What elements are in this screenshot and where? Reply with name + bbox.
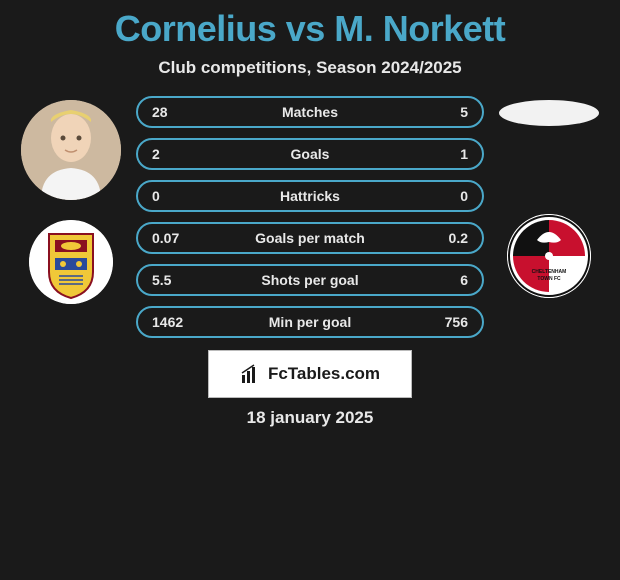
brand-label: FcTables.com [268, 364, 380, 384]
stat-value-left: 2 [152, 146, 202, 162]
stat-label: Goals per match [202, 230, 418, 246]
comparison-area: 28 Matches 5 2 Goals 1 0 Hattricks 0 0.0… [0, 96, 620, 338]
stat-row: 28 Matches 5 [136, 96, 484, 128]
left-column [16, 96, 126, 304]
page-title: Cornelius vs M. Norkett [0, 8, 620, 50]
stat-value-right: 0.2 [418, 230, 468, 246]
stat-value-right: 5 [418, 104, 468, 120]
stat-label: Matches [202, 104, 418, 120]
stat-value-left: 1462 [152, 314, 202, 330]
avatar-icon [21, 100, 121, 200]
club-crest-left [29, 220, 113, 304]
stat-row: 0.07 Goals per match 0.2 [136, 222, 484, 254]
subtitle: Club competitions, Season 2024/2025 [0, 58, 620, 78]
stat-value-right: 756 [418, 314, 468, 330]
stat-label: Shots per goal [202, 272, 418, 288]
stat-row: 5.5 Shots per goal 6 [136, 264, 484, 296]
cheltenham-crest-icon: CHELTENHAM TOWN FC [507, 214, 591, 298]
stat-row: 2 Goals 1 [136, 138, 484, 170]
player-avatar-right [499, 100, 599, 126]
stat-label: Hattricks [202, 188, 418, 204]
stat-label: Min per goal [202, 314, 418, 330]
stat-value-right: 1 [418, 146, 468, 162]
harrogate-crest-icon [29, 220, 113, 304]
stat-label: Goals [202, 146, 418, 162]
stats-table: 28 Matches 5 2 Goals 1 0 Hattricks 0 0.0… [136, 96, 484, 338]
stat-value-left: 5.5 [152, 272, 202, 288]
club-crest-right: CHELTENHAM TOWN FC [507, 214, 591, 298]
brand-box[interactable]: FcTables.com [208, 350, 412, 398]
stat-value-right: 0 [418, 188, 468, 204]
date-line: 18 january 2025 [0, 408, 620, 428]
club-label-text: CHELTENHAM [532, 269, 567, 275]
stat-row: 0 Hattricks 0 [136, 180, 484, 212]
stat-value-right: 6 [418, 272, 468, 288]
stat-value-left: 0.07 [152, 230, 202, 246]
player-avatar-left [21, 100, 121, 200]
club-label-text2: TOWN FC [537, 276, 561, 282]
stat-row: 1462 Min per goal 756 [136, 306, 484, 338]
brand-chart-icon [240, 363, 262, 385]
stat-value-left: 0 [152, 188, 202, 204]
right-column: CHELTENHAM TOWN FC [494, 96, 604, 298]
stat-value-left: 28 [152, 104, 202, 120]
